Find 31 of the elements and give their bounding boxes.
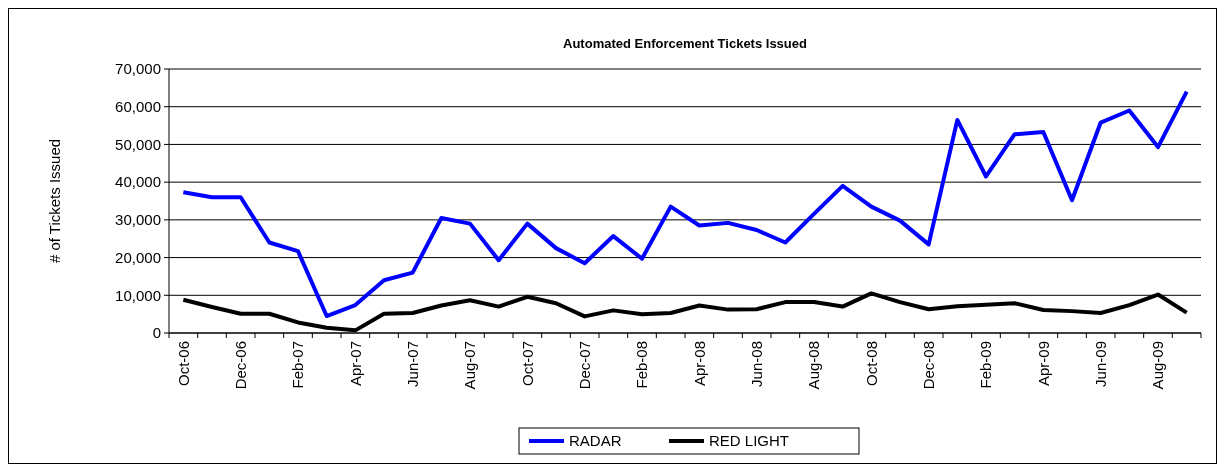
x-tick-label: Feb-07 — [289, 341, 307, 389]
x-tick-label: Aug-08 — [805, 341, 823, 390]
x-tick-label: Oct-06 — [174, 341, 192, 387]
x-tick-label: Jun-09 — [1091, 341, 1109, 387]
y-tick-label: 10,000 — [115, 286, 161, 304]
y-tick-label: 0 — [152, 324, 161, 342]
chart-title: Automated Enforcement Tickets Issued — [563, 36, 808, 51]
x-tick-label: Apr-09 — [1034, 341, 1052, 387]
y-tick-label: 30,000 — [115, 211, 161, 229]
x-tick-label: Dec-08 — [919, 341, 937, 390]
x-tick-label: Aug-09 — [1149, 341, 1167, 390]
legend-label: RADAR — [569, 432, 622, 450]
x-tick-label: Jun-07 — [403, 341, 421, 387]
y-tick-label: 60,000 — [115, 97, 161, 115]
y-tick-label: 40,000 — [115, 173, 161, 191]
x-tick-label: Oct-08 — [862, 341, 880, 387]
y-tick-label: 70,000 — [115, 60, 161, 78]
x-tick-label: Oct-07 — [518, 341, 536, 387]
x-tick-label: Dec-06 — [231, 341, 249, 390]
x-tick-label: Feb-08 — [633, 341, 651, 389]
x-tick-label: Aug-07 — [461, 341, 479, 390]
line-series — [181, 89, 1189, 319]
x-tick-label: Dec-07 — [575, 341, 593, 390]
y-tick-label: 50,000 — [115, 135, 161, 153]
x-tick-label: Feb-09 — [977, 341, 995, 389]
y-axis-title: # of Tickets Issued — [46, 138, 63, 264]
x-tick-label: Apr-07 — [346, 341, 364, 387]
x-tick-label: Apr-08 — [690, 341, 708, 387]
x-tick-label: Jun-08 — [747, 341, 765, 387]
y-tick-label: 20,000 — [115, 248, 161, 266]
legend-label: RED LIGHT — [709, 432, 790, 450]
